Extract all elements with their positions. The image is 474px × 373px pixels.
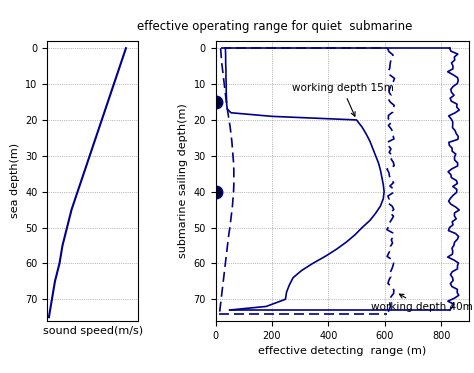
Text: working depth 15m: working depth 15m: [292, 83, 393, 116]
Text: effective operating range for quiet  submarine: effective operating range for quiet subm…: [137, 20, 412, 32]
Y-axis label: sea depth(m): sea depth(m): [10, 143, 20, 219]
Text: working depth 40m: working depth 40m: [371, 294, 472, 312]
X-axis label: effective detecting  range (m): effective detecting range (m): [258, 346, 427, 356]
Y-axis label: submarine sailing depth(m): submarine sailing depth(m): [178, 104, 188, 258]
X-axis label: sound speed(m/s): sound speed(m/s): [43, 326, 143, 336]
